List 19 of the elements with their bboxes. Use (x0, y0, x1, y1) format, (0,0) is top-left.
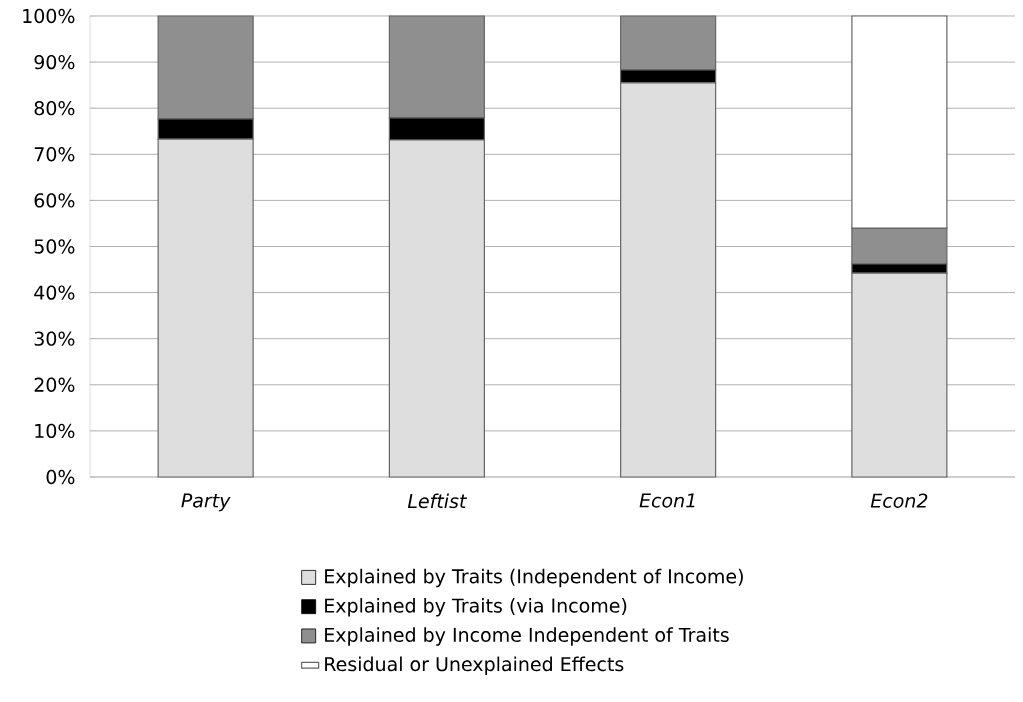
y-tick-label: 80% (34, 100, 75, 116)
y-tick-label: 70% (34, 147, 75, 162)
y-tick-label: 90% (34, 54, 75, 70)
legend-label: Explained by Traits (Independent of Income) (325, 568, 743, 588)
x-tick-label: Party (181, 493, 231, 512)
y-tick-label: 30% (34, 331, 75, 346)
y-tick-label: 60% (34, 193, 75, 208)
y-tick-label: 40% (34, 285, 75, 300)
legend-label: Residual or Unexplained Effects (325, 656, 624, 675)
x-tick-label: Leftist (407, 493, 467, 509)
legend-label: Explained by Traits (via Income) (325, 598, 627, 617)
x-tick-label: Econ2 (870, 493, 928, 508)
legend-label: Explained by Income Independent of Traits (325, 627, 729, 646)
x-tick-label: Econ1 (639, 493, 695, 508)
y-tick-label: 20% (34, 377, 75, 392)
y-tick-label: 100% (23, 8, 75, 24)
y-tick-label: 0% (46, 469, 75, 485)
y-tick-label: 50% (34, 239, 75, 254)
y-tick-label: 10% (35, 423, 75, 439)
